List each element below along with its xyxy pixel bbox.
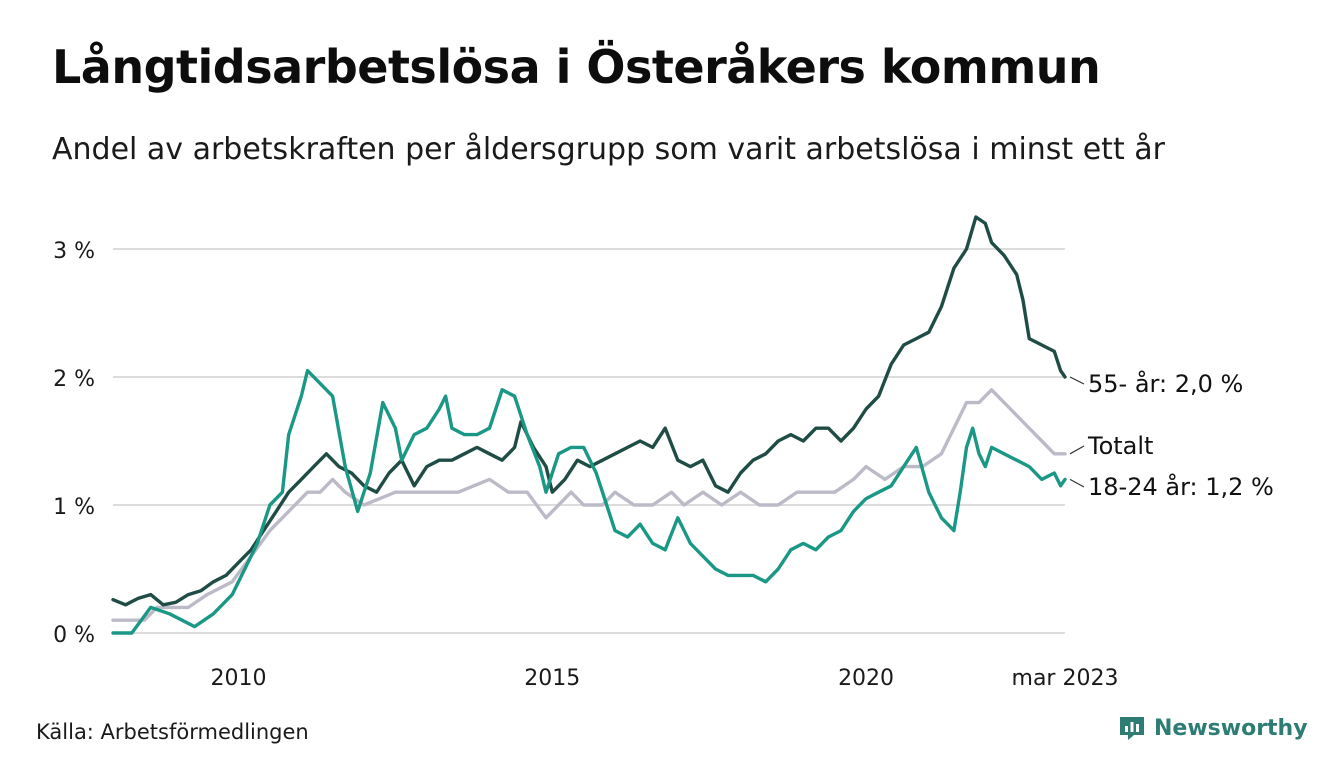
series-label-s1824: 18-24 år: 1,2 % [1088,472,1274,501]
y-tick-label: 1 % [53,495,95,520]
label-connector [1069,376,1085,385]
label-connector [1069,445,1085,455]
series-line-s1824 [111,368,1067,635]
series-label-s55: 55- år: 2,0 % [1088,369,1243,398]
series-line-total [111,388,1067,622]
newsworthy-logo-icon [1120,717,1144,740]
y-axis-ticks: 0 % 1 % 2 % 3 % [53,239,95,648]
series-line-s55 [111,215,1067,607]
y-tick-label: 0 % [53,623,95,648]
grid-lines [113,248,1065,634]
x-tick-label: 2015 [524,666,580,691]
x-tick-label: 2020 [838,666,894,691]
y-tick-label: 3 % [53,239,95,264]
label-connector [1069,478,1085,488]
source-note: Källa: Arbetsförmedlingen [36,720,309,744]
series-lines [111,215,1067,635]
chart-subtitle: Andel av arbetskraften per åldersgrupp s… [52,132,1165,167]
x-tick-label: 2010 [211,666,267,691]
brand-name: Newsworthy [1154,715,1308,741]
series-end-labels: Totalt 55- år: 2,0 % 18-24 år: 1,2 % [1069,369,1274,501]
series-label-total: Totalt [1087,432,1153,460]
brand-logo: Newsworthy [1118,714,1308,742]
chart-title: Långtidsarbetslösa i Österåkers kommun [52,40,1101,94]
x-axis-ticks: 2010 2015 2020 mar 2023 [211,666,1119,691]
x-tick-label: mar 2023 [1012,666,1119,691]
y-tick-label: 2 % [53,367,95,392]
